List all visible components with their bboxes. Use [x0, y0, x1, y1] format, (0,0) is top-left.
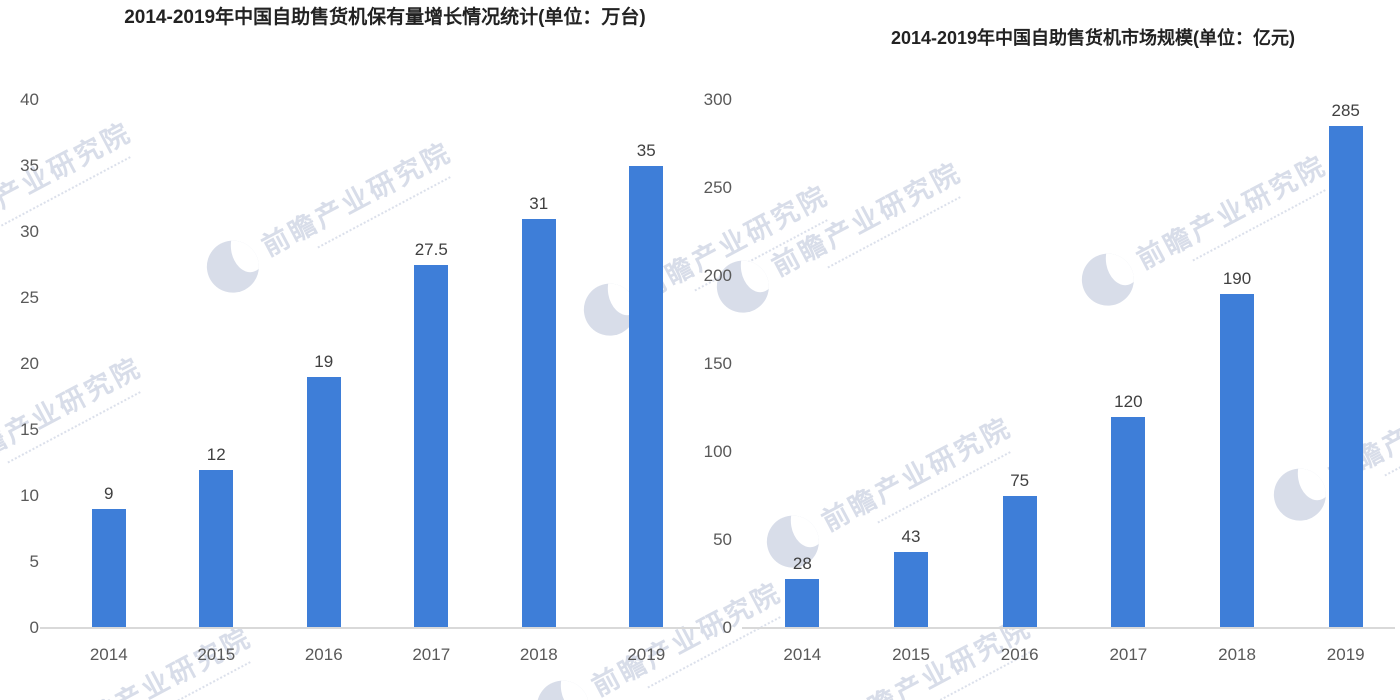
bar-group: 285 [1291, 100, 1400, 628]
y-tick-label: 250 [703, 178, 732, 197]
y-tick-label: 35 [20, 156, 39, 175]
bar-2015 [894, 552, 928, 628]
x-axis-labels: 2014 2015 2016 2017 2018 2019 [55, 645, 700, 665]
y-tick-label: 300 [703, 90, 732, 109]
bar-value-label: 31 [529, 193, 549, 213]
bar-2019 [1328, 126, 1363, 628]
bar-value-label: 27.5 [414, 240, 448, 259]
plot-area: 0 50 100 150 200 250 300 28 43 75 120 190 285 [704, 90, 1400, 637]
x-axis-label: 2018 [1218, 645, 1256, 664]
bar-value-label: 28 [792, 553, 812, 573]
bar-group: 9 [55, 100, 163, 628]
bar-group: 28 [748, 100, 857, 628]
bar-group: 43 [857, 100, 966, 628]
x-axis-label: 2017 [1109, 645, 1148, 664]
bar-2014 [785, 578, 820, 628]
bar-2017 [1111, 416, 1146, 628]
chart-vending-market-size: 2014-2019年中国自助售货机市场规模(单位：亿元) 0 50 100 150 20… [700, 0, 1400, 700]
bar-group: 19 [270, 100, 378, 628]
bar-group: 190 [1183, 100, 1292, 628]
y-tick-label: 200 [703, 266, 732, 285]
bar-group: 27.5 [378, 100, 486, 628]
bar-2014 [91, 509, 126, 628]
y-tick-label: 5 [29, 552, 39, 571]
x-axis-line [742, 627, 1395, 629]
y-tick-label: 10 [20, 486, 39, 505]
bar-value-label: 9 [104, 484, 114, 504]
y-tick-label: 20 [20, 354, 39, 373]
bar-2016 [306, 377, 341, 628]
bar-value-label: 43 [901, 527, 921, 547]
y-tick-label: 25 [20, 288, 39, 307]
bar-value-label: 120 [1114, 391, 1143, 411]
x-axis-label: 2016 [304, 645, 343, 664]
bar-2018 [521, 218, 556, 628]
y-tick-label: 0 [722, 618, 732, 637]
x-axis-label: 2016 [1000, 645, 1039, 664]
plot-area: 0 5 10 15 20 25 30 35 40 9 12 19 27.5 31 35 [20, 90, 701, 637]
x-axis-labels: 2014 2015 2016 2017 2018 2019 [748, 645, 1400, 665]
bar-group: 31 [485, 100, 593, 628]
chart-title: 2014-2019年中国自助售货机市场规模(单位：亿元) [890, 28, 1296, 48]
y-tick-label: 0 [29, 618, 39, 637]
bar-2018 [1220, 293, 1255, 628]
bar-value-label: 35 [636, 141, 656, 160]
bar-2019 [629, 166, 664, 628]
x-axis-label: 2015 [197, 645, 236, 664]
y-tick-label: 30 [20, 222, 39, 241]
chart-vending-holdings: 2014-2019年中国自助售货机保有量增长情况统计(单位：万台) 0 5 10 15… [20, 7, 701, 665]
bar-value-label: 12 [206, 444, 226, 464]
y-tick-label: 100 [703, 442, 732, 461]
bar-value-label: 19 [314, 352, 334, 372]
bar-2017 [414, 265, 449, 628]
bar-value-label: 75 [1010, 471, 1030, 490]
bar-group: 12 [163, 100, 271, 628]
bar-group: 75 [965, 100, 1074, 628]
bar-group: 35 [593, 100, 701, 628]
bar-group: 120 [1074, 100, 1183, 628]
y-tick-label: 15 [20, 420, 39, 439]
y-tick-label: 50 [713, 530, 732, 549]
chart-title: 2014-2019年中国自助售货机保有量增长情况统计(单位：万台) [124, 7, 646, 28]
bar-value-label: 190 [1222, 268, 1252, 288]
bar-value-label: 285 [1331, 101, 1360, 121]
y-tick-label: 150 [703, 354, 732, 373]
bar-2016 [1002, 496, 1037, 628]
x-axis-label: 2014 [89, 645, 128, 664]
x-axis-label: 2019 [627, 645, 666, 664]
bar-2015 [199, 469, 234, 628]
x-axis-label: 2015 [892, 645, 930, 664]
x-axis-label: 2014 [783, 645, 822, 664]
x-axis-label: 2018 [519, 645, 558, 664]
x-axis-label: 2019 [1326, 645, 1365, 664]
x-axis-line [40, 627, 700, 629]
y-tick-label: 40 [20, 90, 39, 109]
x-axis-label: 2017 [412, 645, 451, 664]
